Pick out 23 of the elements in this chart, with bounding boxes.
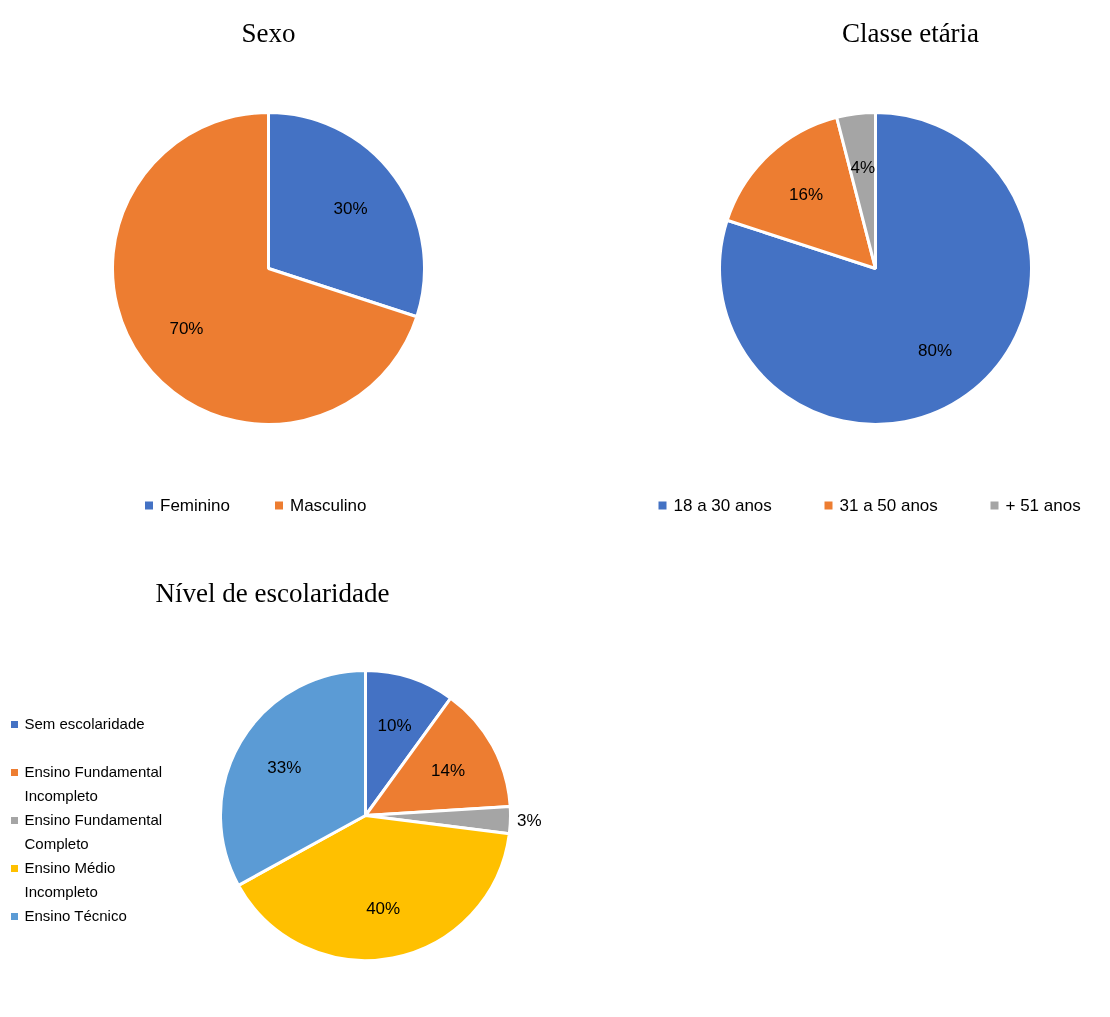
data-label: 4%: [850, 158, 876, 178]
legend-label: Feminino: [160, 496, 230, 515]
data-label: 10%: [377, 716, 412, 736]
legend-label: + 51 anos: [1005, 496, 1081, 515]
legend-label: Ensino Médio Incompleto: [24, 858, 116, 901]
data-label: 33%: [267, 758, 302, 778]
legend-label: Masculino: [290, 496, 367, 515]
data-label: 70%: [169, 318, 204, 338]
legend-label: 31 a 50 anos: [839, 496, 938, 515]
data-label: 14%: [431, 760, 466, 780]
chart-title: Nível de escolaridade: [155, 577, 390, 608]
legend-label: Ensino Fundamental Completo: [24, 810, 163, 853]
legend-label: Sem escolaridade: [24, 714, 145, 732]
data-label: 40%: [366, 898, 401, 918]
legend-label: 18 a 30 anos: [673, 496, 772, 515]
chart-title: Sexo: [241, 17, 296, 48]
data-label: 3%: [516, 811, 542, 831]
data-label: 30%: [333, 199, 368, 219]
data-label: 16%: [789, 185, 824, 205]
legend-label: Ensino Técnico: [24, 906, 127, 924]
data-label: 80%: [918, 341, 953, 361]
legend-label: Ensino Fundamental Incompleto: [24, 762, 163, 805]
chart-title: Classe etária: [841, 17, 980, 48]
